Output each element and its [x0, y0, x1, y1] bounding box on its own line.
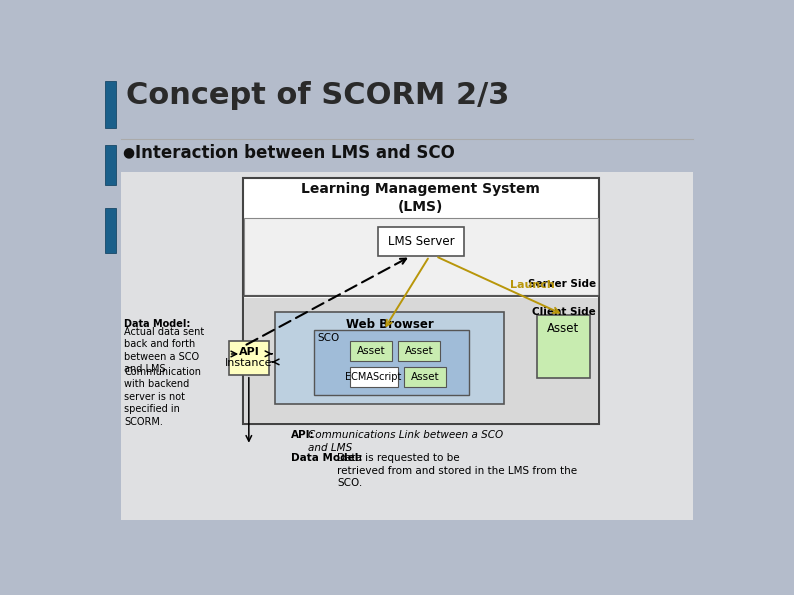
Text: Data Model:: Data Model: [291, 453, 362, 464]
Text: Instance: Instance [225, 358, 272, 368]
Bar [349, 341, 392, 361]
Text: Learning Management System
(LMS): Learning Management System (LMS) [302, 182, 540, 214]
Bar [245, 298, 598, 422]
Bar [245, 218, 598, 295]
Bar [404, 367, 446, 387]
Text: Client Side: Client Side [532, 307, 596, 317]
Bar [121, 171, 693, 519]
Text: Asset: Asset [547, 322, 580, 336]
Bar [106, 145, 115, 184]
Text: Asset: Asset [410, 372, 439, 382]
Text: Data is requested to be
retrieved from and stored in the LMS from the
SCO.: Data is requested to be retrieved from a… [337, 453, 577, 488]
Bar [229, 341, 269, 375]
Text: ECMAScript: ECMAScript [345, 372, 402, 382]
Bar [398, 341, 440, 361]
Text: SCO: SCO [317, 333, 339, 343]
Text: API: API [238, 347, 259, 358]
Text: API:: API: [291, 430, 314, 440]
Text: Server Side: Server Side [528, 278, 596, 289]
Text: Concept of SCORM 2/3: Concept of SCORM 2/3 [126, 81, 510, 109]
Text: Data Model:: Data Model: [124, 320, 191, 330]
Text: Launch: Launch [510, 280, 555, 290]
Text: Communication
with backend
server is not
specified in
SCORM.: Communication with backend server is not… [124, 367, 201, 427]
Bar [106, 208, 115, 253]
Text: Asset: Asset [357, 346, 385, 356]
Text: Interaction between LMS and SCO: Interaction between LMS and SCO [135, 144, 455, 162]
Bar [243, 178, 599, 424]
Bar [106, 81, 115, 129]
Text: Web Browser: Web Browser [345, 318, 434, 331]
Text: Asset: Asset [405, 346, 434, 356]
Bar [349, 367, 398, 387]
Text: ●: ● [122, 145, 135, 159]
Text: LMS Server: LMS Server [387, 235, 454, 248]
Bar [276, 312, 504, 404]
Text: Actual data sent
back and forth
between a SCO
and LMS: Actual data sent back and forth between … [124, 327, 204, 374]
Bar [378, 227, 464, 256]
Bar [314, 330, 469, 395]
Text: Communications Link between a SCO
and LMS: Communications Link between a SCO and LM… [308, 430, 503, 453]
Bar [537, 315, 590, 378]
